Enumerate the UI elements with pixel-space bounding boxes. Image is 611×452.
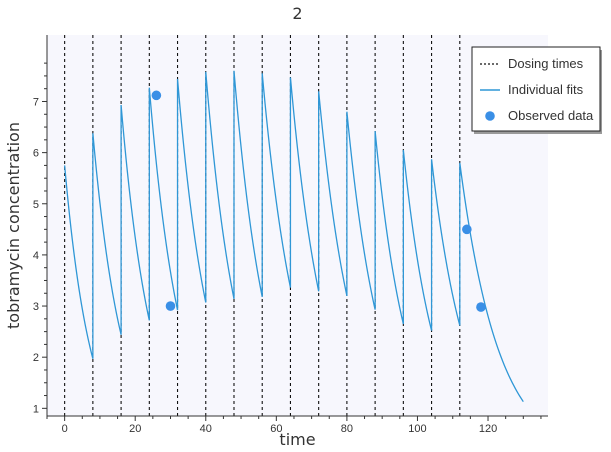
x-tick-label-4: 80: [341, 423, 353, 435]
x-tick-label-5: 100: [408, 423, 426, 435]
axes-group: 0 20 40 60 80 100 120 1 2 3 4 5 6 7: [33, 35, 548, 435]
legend-observed-swatch: [485, 111, 495, 121]
y-tick-label-1: 2: [33, 352, 39, 364]
x-tick-label-6: 120: [479, 423, 497, 435]
observed-points-group: [151, 90, 486, 312]
legend: Dosing times Individual fits Observed da…: [471, 46, 602, 134]
x-tick-label-3: 60: [270, 423, 282, 435]
x-axis-label: time: [279, 430, 315, 449]
y-tick-label-6: 7: [33, 96, 39, 108]
legend-fit-label: Individual fits: [508, 82, 584, 97]
x-tick-label-2: 40: [200, 423, 212, 435]
y-tick-label-5: 6: [33, 148, 39, 160]
observed-point-3: [476, 302, 486, 312]
y-tick-label-3: 4: [33, 250, 39, 262]
y-axis-label: tobramycin concentration: [4, 122, 23, 329]
observed-point-2: [462, 224, 472, 235]
x-tick-label-0: 0: [62, 423, 68, 435]
y-tick-label-2: 3: [33, 301, 39, 313]
legend-dosing-label: Dosing times: [508, 56, 584, 71]
observed-point-1: [165, 301, 176, 311]
x-tick-label-1: 20: [129, 423, 141, 435]
y-tick-label-0: 1: [33, 403, 39, 415]
y-tick-label-4: 5: [33, 199, 39, 211]
chart-title: 2: [292, 4, 302, 23]
observed-point-0: [151, 90, 162, 101]
legend-observed-label: Observed data: [508, 108, 594, 123]
individual-fit-line: [63, 70, 524, 403]
fit-lines-group: [63, 70, 524, 403]
